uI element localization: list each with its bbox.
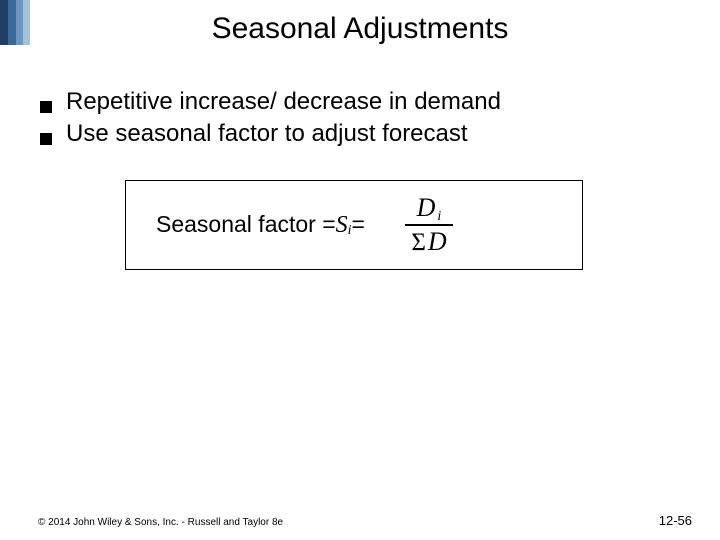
sigma-symbol: Σ: [411, 230, 426, 255]
formula-symbol-s: S: [336, 212, 348, 239]
formula-prefix: Seasonal factor =: [156, 211, 336, 238]
formula-label: Seasonal factor = S i =: [126, 211, 365, 239]
list-item: Repetitive increase/ decrease in demand: [40, 88, 690, 116]
formula-fraction: D i Σ D: [405, 195, 453, 255]
bullet-icon: [40, 133, 52, 145]
bullet-text: Use seasonal factor to adjust forecast: [66, 120, 468, 148]
bullet-list: Repetitive increase/ decrease in demand …: [40, 88, 690, 152]
formula-subscript-i: i: [348, 223, 352, 239]
numerator-d: D: [417, 195, 436, 221]
page-title: Seasonal Adjustments: [0, 12, 720, 46]
footer-page-number: 12-56: [659, 513, 692, 528]
footer-copyright: © 2014 John Wiley & Sons, Inc. - Russell…: [38, 517, 283, 528]
fraction-numerator: D i: [411, 195, 448, 224]
bullet-text: Repetitive increase/ decrease in demand: [66, 88, 501, 116]
numerator-subscript-i: i: [437, 210, 441, 224]
formula-box: Seasonal factor = S i = D i Σ D: [125, 180, 583, 270]
bullet-icon: [40, 101, 52, 113]
denominator-d: D: [428, 229, 447, 255]
fraction-denominator: Σ D: [405, 226, 452, 255]
formula-equals: =: [352, 211, 365, 238]
list-item: Use seasonal factor to adjust forecast: [40, 120, 690, 148]
